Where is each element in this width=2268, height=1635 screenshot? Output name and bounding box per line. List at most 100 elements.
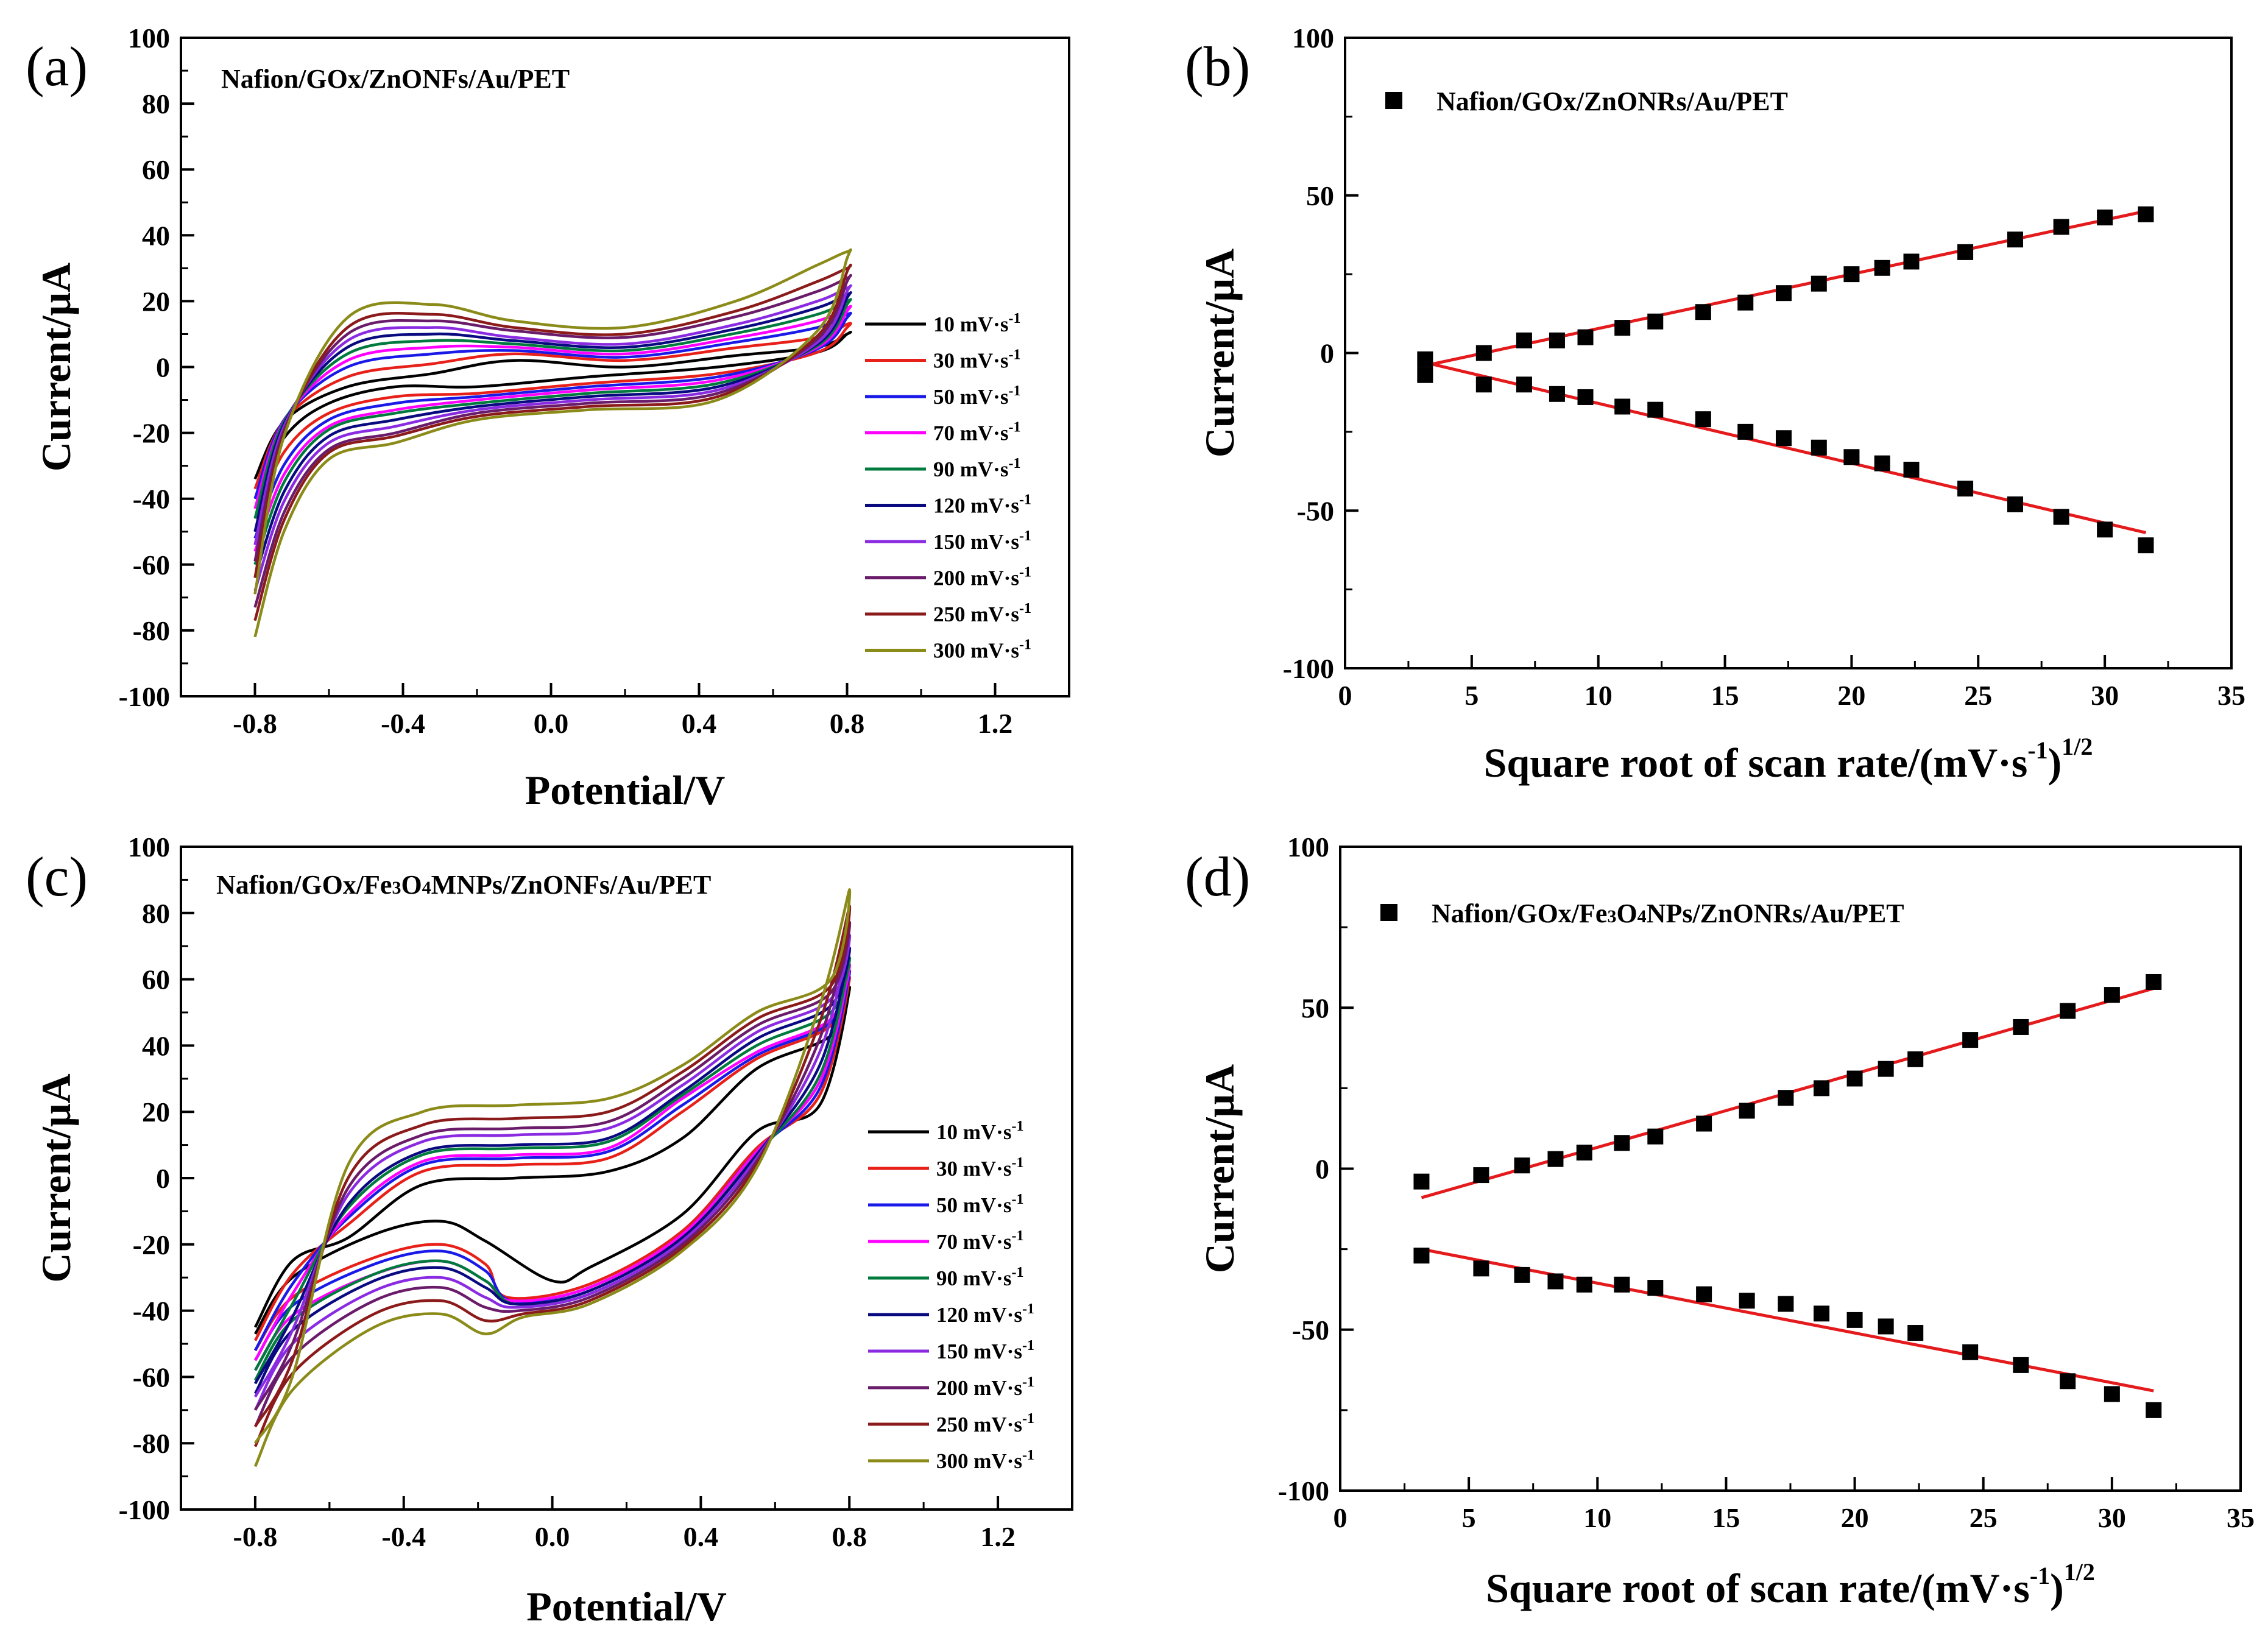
y-tick-label: 20 bbox=[142, 286, 170, 317]
data-point-cathodic bbox=[1962, 1344, 1979, 1360]
x-tick-label: 15 bbox=[1712, 1502, 1740, 1533]
x-tick-label: 1.2 bbox=[980, 1521, 1016, 1552]
legend-label: 50 mV·s-1 bbox=[933, 383, 1020, 409]
data-point-anodic bbox=[1647, 313, 1664, 330]
legend-label: 250 mV·s-1 bbox=[936, 1411, 1034, 1436]
y-tick-label: 0 bbox=[1320, 338, 1334, 369]
legend-label-text: 10 mV·s bbox=[933, 313, 1008, 336]
legend-label-sup: -1 bbox=[1022, 1338, 1034, 1354]
legend-label-sup: -1 bbox=[1008, 383, 1020, 399]
legend-label: 10 mV·s-1 bbox=[936, 1118, 1023, 1144]
legend-label: 150 mV·s-1 bbox=[933, 528, 1031, 554]
y-axis-title: Current/μA bbox=[33, 263, 79, 471]
x-tick-label: 30 bbox=[2091, 680, 2119, 711]
cv-curve-120-mv bbox=[253, 291, 852, 579]
legend-label-sup: -1 bbox=[1019, 637, 1031, 653]
y-tick-label: -40 bbox=[133, 484, 170, 515]
y-tick-label: 40 bbox=[142, 1030, 170, 1061]
x-tick-label: 35 bbox=[2227, 1502, 2255, 1533]
data-point-anodic bbox=[1776, 285, 1792, 302]
data-point-anodic bbox=[1614, 1135, 1630, 1151]
data-point-anodic bbox=[1962, 1032, 1979, 1048]
x-tick-label: 0 bbox=[1334, 1502, 1348, 1533]
legend-label: 120 mV·s-1 bbox=[933, 492, 1031, 518]
legend-label-text: 50 mV·s bbox=[936, 1193, 1011, 1217]
legend-label-sup: -1 bbox=[1019, 492, 1031, 508]
legend-label-text: 250 mV·s bbox=[933, 602, 1019, 626]
x-tick-label: 0 bbox=[1338, 680, 1352, 711]
x-axis-title-main: Square root of scan rate/(mV·s bbox=[1486, 1565, 2030, 1611]
x-axis-title-close: ) bbox=[2050, 1565, 2064, 1611]
legend-label: 30 mV·s-1 bbox=[933, 347, 1020, 373]
data-point-anodic bbox=[1907, 1051, 1924, 1067]
y-tick-label: 50 bbox=[1301, 992, 1329, 1023]
x-tick-label: 1.2 bbox=[978, 708, 1013, 739]
chart-title: Nafion/GOx/Fe3O4MNPs/ZnONFs/Au/PET bbox=[216, 870, 711, 900]
y-tick-label: -20 bbox=[133, 418, 170, 449]
cv-curve-10-mv bbox=[253, 330, 852, 500]
y-tick-label: -60 bbox=[133, 1361, 170, 1393]
y-tick-label: 80 bbox=[142, 88, 170, 119]
legend-label-text: 10 mV·s bbox=[936, 1120, 1011, 1144]
x-tick-label: 5 bbox=[1464, 680, 1478, 711]
x-tick-label: 25 bbox=[1964, 680, 1992, 711]
data-point-anodic bbox=[1811, 275, 1827, 292]
legend-label: 300 mV·s-1 bbox=[933, 637, 1031, 663]
x-axis-title: Square root of scan rate/(mV·s-1)1/2 bbox=[1484, 733, 2093, 786]
legend-label-sup: -1 bbox=[1011, 1118, 1023, 1134]
legend-label: 50 mV·s-1 bbox=[936, 1192, 1023, 1217]
data-point-cathodic bbox=[1739, 1293, 1755, 1309]
cv-curve-50-mv bbox=[253, 969, 852, 1361]
cv-curve-30-mv bbox=[253, 322, 852, 520]
chart-title-part: MNPs/ZnONFs/Au/PET bbox=[431, 870, 712, 900]
chart-title-subscript: 4 bbox=[422, 878, 431, 898]
legend-label-text: 90 mV·s bbox=[933, 457, 1008, 481]
data-point-cathodic bbox=[1874, 455, 1890, 471]
legend-label-sup: -1 bbox=[1019, 565, 1031, 581]
data-point-cathodic bbox=[2146, 1402, 2162, 1418]
legend-label-sup: -1 bbox=[1019, 528, 1031, 544]
legend-label: 70 mV·s-1 bbox=[933, 420, 1020, 445]
x-tick-label: -0.8 bbox=[233, 1521, 278, 1552]
data-point-cathodic bbox=[1903, 461, 1920, 478]
y-tick-label: 60 bbox=[142, 964, 170, 995]
legend-label-sup: -1 bbox=[1008, 420, 1020, 436]
data-point-cathodic bbox=[1516, 376, 1532, 393]
y-tick-label: -80 bbox=[133, 615, 170, 646]
data-point-anodic bbox=[1549, 332, 1565, 348]
data-point-cathodic bbox=[1907, 1325, 1924, 1341]
data-point-anodic bbox=[2146, 973, 2162, 990]
data-point-anodic bbox=[2007, 231, 2023, 248]
data-point-anodic bbox=[2097, 209, 2113, 225]
x-axis-title: Potential/V bbox=[526, 1583, 727, 1630]
legend-label-text: 70 mV·s bbox=[933, 422, 1008, 445]
data-point-cathodic bbox=[2013, 1357, 2029, 1373]
x-tick-label: 15 bbox=[1711, 680, 1739, 711]
data-point-anodic bbox=[1417, 351, 1433, 367]
data-point-cathodic bbox=[2138, 537, 2154, 554]
data-point-anodic bbox=[1843, 266, 1860, 283]
chart-title-subscript: 3 bbox=[1607, 906, 1616, 927]
y-tick-label: 0 bbox=[156, 1163, 170, 1194]
y-tick-label: 100 bbox=[128, 832, 170, 863]
y-axis-title: Current/μA bbox=[1196, 249, 1243, 457]
data-point-cathodic bbox=[1577, 389, 1594, 405]
chart-title-part: Nafion/GOx/Fe bbox=[216, 870, 392, 900]
x-tick-label: 20 bbox=[1837, 680, 1865, 711]
legend-label-sup: -1 bbox=[1011, 1265, 1023, 1280]
panel-letter: (d) bbox=[1185, 846, 1250, 908]
data-point-anodic bbox=[2060, 1003, 2076, 1019]
panel-d-scatter-chart: (d) -100 -50 0 50 100 0 5 10 15 20 25 30 35 Current/μA… bbox=[1185, 832, 2255, 1611]
y-axis-title: Current/μA bbox=[33, 1073, 79, 1282]
y-tick-label: 0 bbox=[1315, 1154, 1329, 1185]
x-axis-title-sup2: 1/2 bbox=[2064, 1558, 2095, 1586]
chart-title-part: NPs/ZnONRs/Au/PET bbox=[1647, 899, 1904, 928]
data-point-anodic bbox=[1846, 1070, 1863, 1087]
cv-curve-120-mv bbox=[253, 947, 852, 1394]
legend-marker bbox=[1385, 92, 1402, 109]
legend-label-sup: -1 bbox=[1008, 347, 1020, 363]
data-point-anodic bbox=[1413, 1173, 1430, 1190]
data-point-cathodic bbox=[1811, 439, 1827, 456]
data-point-cathodic bbox=[2053, 509, 2069, 525]
